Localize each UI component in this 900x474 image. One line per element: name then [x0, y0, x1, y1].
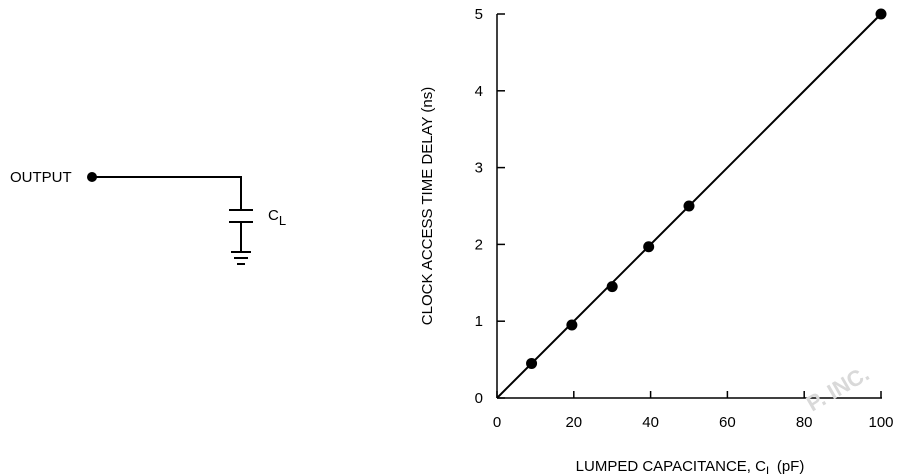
- x-tick-label: 100: [868, 414, 893, 431]
- axis-ticks: 0 20 40 60 80 100 0 1 2 3 4 5: [475, 6, 894, 431]
- data-point: [683, 200, 695, 212]
- x-axis-label: LUMPED CAPACITANCE, CL (pF): [576, 458, 805, 474]
- ground-icon: [231, 251, 251, 265]
- y-tick-label: 2: [475, 236, 483, 253]
- x-tick-label: 60: [719, 414, 736, 431]
- capacitor-label: CL: [268, 207, 286, 228]
- y-tick-label: 4: [475, 83, 483, 100]
- data-point: [606, 281, 618, 293]
- output-wire: [92, 176, 242, 210]
- x-tick-label: 80: [796, 414, 813, 431]
- data-point: [566, 319, 578, 331]
- y-tick-label: 1: [475, 313, 483, 330]
- x-tick-label: 40: [642, 414, 659, 431]
- y-axis-label: CLOCK ACCESS TIME DELAY (ns): [419, 87, 436, 325]
- delay-vs-capacitance-chart: 0 20 40 60 80 100 0 1 2 3 4 5 CLOCK ACCESS TIME DEL…: [419, 6, 894, 474]
- x-tick-label: 20: [565, 414, 582, 431]
- data-point: [875, 8, 887, 20]
- output-label: OUTPUT: [10, 169, 72, 186]
- y-tick-label: 5: [475, 6, 483, 23]
- y-tick-label: 3: [475, 160, 483, 177]
- data-point: [643, 241, 655, 253]
- load-circuit: OUTPUT CL: [10, 169, 286, 265]
- data-points: [526, 8, 887, 369]
- data-point: [526, 357, 538, 369]
- y-tick-label: 0: [475, 390, 483, 407]
- watermark: P. INC.: [802, 361, 873, 417]
- x-tick-label: 0: [493, 414, 501, 431]
